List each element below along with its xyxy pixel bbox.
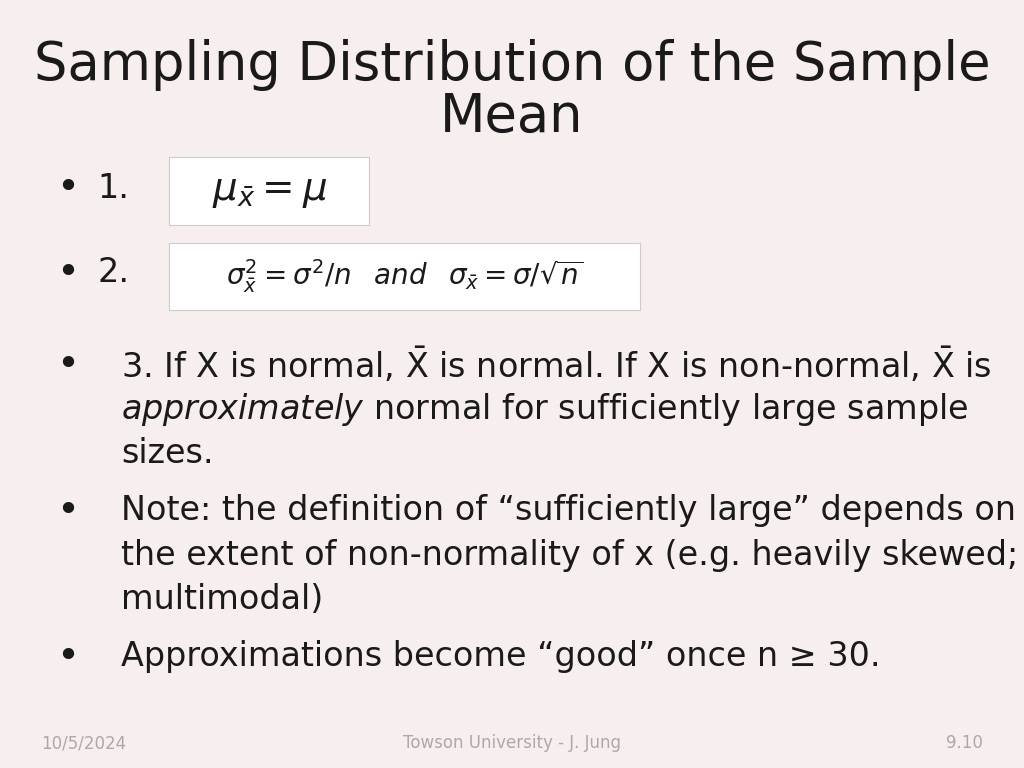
Text: •: •: [56, 492, 79, 530]
Text: 9.10: 9.10: [946, 734, 983, 753]
Text: Mean: Mean: [440, 91, 584, 143]
Text: $\mathit{approximately}$ normal for sufficiently large sample: $\mathit{approximately}$ normal for suff…: [121, 391, 969, 428]
Text: Approximations become “good” once n ≥ 30.: Approximations become “good” once n ≥ 30…: [121, 641, 881, 673]
Text: $\mu_{\bar{x}} = \mu$: $\mu_{\bar{x}} = \mu$: [212, 172, 327, 210]
Text: multimodal): multimodal): [121, 584, 324, 616]
FancyBboxPatch shape: [169, 157, 369, 225]
Text: 2.: 2.: [97, 257, 129, 289]
Text: Note: the definition of “sufficiently large” depends on: Note: the definition of “sufficiently la…: [121, 495, 1016, 527]
Text: •: •: [56, 253, 79, 292]
Text: 1.: 1.: [97, 172, 129, 204]
Text: 3. If X is normal, $\bar{\mathrm{X}}$ is normal. If X is non-normal, $\bar{\math: 3. If X is normal, $\bar{\mathrm{X}}$ is…: [121, 345, 991, 385]
FancyBboxPatch shape: [169, 243, 640, 310]
Text: 10/5/2024: 10/5/2024: [41, 734, 126, 753]
Text: the extent of non-normality of x (e.g. heavily skewed;: the extent of non-normality of x (e.g. h…: [121, 539, 1018, 571]
Text: sizes.: sizes.: [121, 438, 213, 470]
Text: Sampling Distribution of the Sample: Sampling Distribution of the Sample: [34, 39, 990, 91]
Text: •: •: [56, 346, 79, 384]
Text: •: •: [56, 637, 79, 676]
Text: $\sigma^2_{\bar{x}} = \sigma^2/n\;\;\;$$\mathit{and}\;\;\;\sigma_{\bar{x}} = \si: $\sigma^2_{\bar{x}} = \sigma^2/n\;\;\;$$…: [225, 257, 584, 295]
Text: Towson University - J. Jung: Towson University - J. Jung: [403, 734, 621, 753]
Text: •: •: [56, 169, 79, 207]
